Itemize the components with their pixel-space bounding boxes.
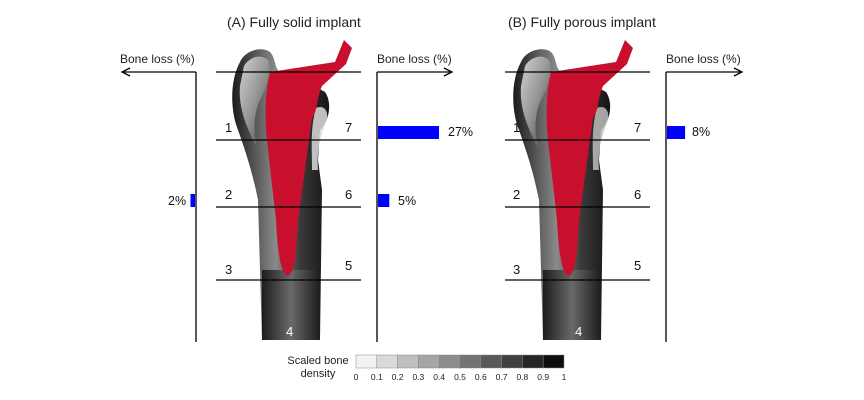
- zone-label-a-5: 5: [345, 258, 353, 273]
- bar-label-a-zone6: 5%: [398, 194, 417, 208]
- zone-lines: [216, 71, 650, 281]
- colorbar-cell: [459, 354, 482, 369]
- legend-title: Scaled bone density: [283, 355, 353, 381]
- bone-highlight-a: [239, 56, 270, 150]
- bone-highlight-b: [520, 56, 551, 150]
- colorbar-cell: [418, 354, 440, 369]
- axis-b-right-arrow: [733, 67, 744, 77]
- legend-tick-label: 0.6: [474, 372, 487, 382]
- zone-label-b-4: 4: [575, 324, 583, 339]
- legend-tick-label: 0.5: [454, 372, 466, 382]
- bone-calcar-b: [592, 106, 609, 170]
- bar-label-b-zone7: 8%: [692, 125, 711, 139]
- bone-model-b: [513, 40, 633, 341]
- zone-label-b-6: 6: [634, 187, 642, 202]
- bone-calcar-a: [311, 106, 328, 170]
- legend-title-line2: density: [300, 368, 336, 380]
- legend-tick-label: 0.4: [433, 372, 446, 382]
- bar-panel-b-zone7: [667, 126, 686, 139]
- bone-shaft-b: [543, 270, 601, 340]
- legend-tick-label: 0.9: [537, 372, 550, 382]
- colorbar-cell: [542, 354, 565, 369]
- zone-label-b-3: 3: [513, 262, 521, 277]
- legend-tick-label: 1: [561, 372, 567, 382]
- zone-label-a-2: 2: [225, 187, 233, 202]
- colorbar-cell: [501, 354, 523, 369]
- axis-a-right-arrow: [443, 67, 454, 77]
- legend-tick-label: 0.8: [516, 372, 529, 382]
- axis-a-left-arrow: [120, 67, 131, 77]
- colorbar-cell: [522, 354, 544, 369]
- implant-b: [546, 40, 633, 276]
- bar-label-a-zone2: 2%: [168, 194, 187, 208]
- bar-panel-a-zone7: [378, 126, 440, 139]
- zone-label-b-5: 5: [634, 258, 642, 273]
- bone-model-a: [232, 40, 352, 341]
- bar-label-a-zone7: 27%: [448, 125, 474, 139]
- legend-title-line1: Scaled bone: [287, 355, 349, 367]
- implant-a: [265, 40, 352, 276]
- panel-a-right-axis-label: Bone loss (%): [377, 52, 452, 66]
- colorbar-cell: [355, 354, 378, 369]
- colorbar-cell: [397, 354, 419, 369]
- zone-label-a-6: 6: [345, 187, 353, 202]
- legend-tick-label: 0.7: [495, 372, 508, 382]
- legend-tick-label: 0: [353, 372, 359, 382]
- zone-label-a-3: 3: [225, 262, 233, 277]
- bar-panel-a-zone6: [378, 194, 390, 207]
- colorbar-cell: [438, 354, 461, 369]
- zone-label-a-4: 4: [286, 324, 294, 339]
- zone-label-a-7: 7: [345, 120, 353, 135]
- bone-shaft-a: [262, 270, 320, 340]
- legend-tick-label: 0.2: [391, 372, 404, 382]
- zone-label-b-1: 1: [513, 120, 521, 135]
- bone-loss-bars: [190, 126, 686, 207]
- colorbar-cell: [376, 354, 398, 369]
- panel-b-right-axis-label: Bone loss (%): [666, 52, 741, 66]
- zone-label-b-2: 2: [513, 187, 521, 202]
- zone-label-a-1: 1: [225, 120, 233, 135]
- legend-tick-label: 0.1: [370, 372, 383, 382]
- panel-a-title: (A) Fully solid implant: [227, 14, 361, 30]
- colorbar-cell: [480, 354, 502, 369]
- panel-b-title: (B) Fully porous implant: [508, 14, 656, 30]
- bar-panel-a-zone2: [190, 194, 195, 207]
- panel-a-left-axis-label: Bone loss (%): [120, 52, 195, 66]
- legend-tick-label: 0.3: [412, 372, 425, 382]
- density-colorbar: [355, 354, 565, 369]
- axes: [120, 67, 744, 342]
- zone-label-b-7: 7: [634, 120, 642, 135]
